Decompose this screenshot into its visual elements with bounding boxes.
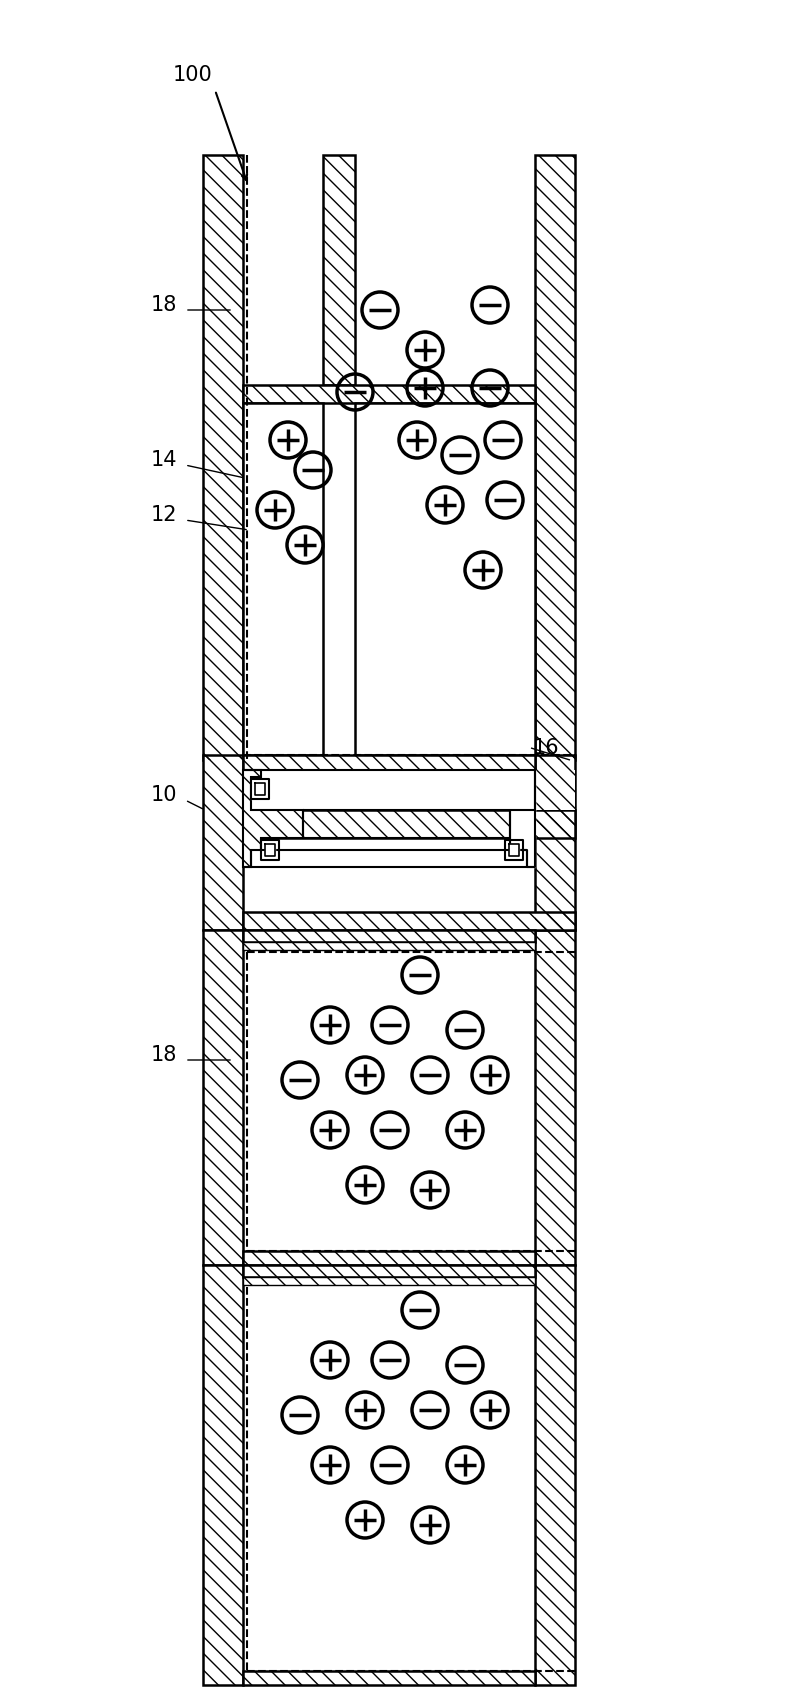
Bar	[243, 1671, 535, 1685]
Bar	[243, 1265, 535, 1277]
Bar	[203, 929, 243, 1265]
Bar	[243, 1251, 535, 1265]
Bar	[243, 385, 535, 402]
Bar	[243, 929, 535, 941]
Text: 12: 12	[150, 505, 177, 525]
Bar	[535, 1265, 575, 1685]
Text: 18: 18	[150, 1045, 177, 1066]
Polygon shape	[510, 771, 535, 868]
Bar	[323, 155, 355, 385]
Bar	[243, 912, 575, 929]
Polygon shape	[255, 783, 265, 795]
Bar	[203, 755, 243, 929]
Bar	[355, 402, 535, 755]
Bar	[203, 755, 243, 929]
Bar	[535, 1265, 575, 1685]
Bar	[535, 755, 575, 929]
Text: 14: 14	[150, 450, 177, 471]
Bar	[203, 155, 243, 760]
Polygon shape	[251, 779, 269, 800]
Polygon shape	[261, 841, 279, 859]
Bar	[203, 929, 243, 1265]
Text: 100: 100	[173, 65, 213, 85]
Bar	[243, 912, 575, 929]
Bar	[203, 1265, 243, 1685]
Bar	[243, 1671, 535, 1685]
Bar	[243, 402, 323, 755]
Polygon shape	[509, 844, 519, 856]
Polygon shape	[243, 771, 303, 868]
Text: 10: 10	[150, 784, 177, 805]
Bar	[535, 929, 575, 1265]
Bar	[243, 1277, 535, 1286]
Bar	[535, 155, 575, 760]
Bar	[535, 929, 575, 1265]
Polygon shape	[265, 844, 275, 856]
Bar	[243, 929, 535, 941]
Bar	[243, 941, 535, 950]
Bar	[243, 771, 575, 810]
Bar	[243, 810, 575, 837]
Bar	[243, 1277, 535, 1286]
Bar	[535, 755, 575, 929]
Bar	[243, 755, 535, 771]
Bar	[243, 941, 535, 950]
Bar	[323, 155, 355, 385]
Bar	[243, 810, 575, 837]
Bar	[243, 755, 535, 771]
Bar	[535, 155, 575, 760]
Text: 18: 18	[150, 295, 177, 315]
Bar	[203, 1265, 243, 1685]
Bar	[243, 385, 535, 402]
Bar	[243, 1251, 535, 1265]
Polygon shape	[505, 841, 523, 859]
Bar	[203, 155, 243, 760]
Text: 16: 16	[533, 738, 560, 759]
Bar	[243, 1265, 535, 1277]
